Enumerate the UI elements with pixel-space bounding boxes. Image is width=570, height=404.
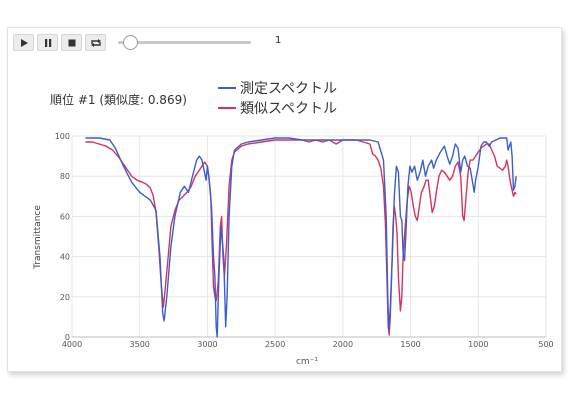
frame-slider-thumb[interactable] <box>123 35 138 50</box>
y-tick-label: 100 <box>55 132 70 141</box>
frame-value: 1 <box>275 35 282 46</box>
pause-icon <box>44 38 51 47</box>
y-tick-label: 80 <box>60 172 70 181</box>
y-tick-label: 0 <box>65 333 70 342</box>
stop-icon <box>68 39 75 46</box>
x-tick-label: 4000 <box>62 340 82 349</box>
legend-item-similar[interactable]: 類似スペクトル <box>218 98 337 118</box>
x-tick-label: 2000 <box>333 340 353 349</box>
x-tick-label: 3500 <box>130 340 150 349</box>
series-line-measured <box>85 137 517 338</box>
x-tick-label: 2500 <box>265 340 285 349</box>
y-tick-label: 40 <box>60 253 70 262</box>
chart-panel <box>7 27 562 372</box>
chart-series <box>85 137 517 338</box>
legend-swatch-similar <box>218 107 236 109</box>
legend-swatch-measured <box>218 87 236 89</box>
loop-button[interactable] <box>85 34 106 51</box>
pause-button[interactable] <box>37 34 58 51</box>
x-tick-label: 3000 <box>197 340 217 349</box>
rank-similarity-label: 順位 #1 (類似度: 0.869) <box>50 93 187 107</box>
stop-button[interactable] <box>61 34 82 51</box>
x-tick-label: 500 <box>538 340 553 349</box>
legend-label-measured: 測定スペクトル <box>240 81 338 97</box>
loop-icon <box>90 38 101 47</box>
legend-label-similar: 類似スペクトル <box>240 101 338 117</box>
play-button[interactable] <box>13 34 34 51</box>
y-tick-label: 20 <box>60 293 70 302</box>
x-axis-label: cm⁻¹ <box>296 357 318 367</box>
chart-ticks: 4000 3500 3000 2500 2000 1500 1000 500 0 20 40 60 80… <box>55 132 554 349</box>
x-tick-label: 1000 <box>468 340 488 349</box>
legend-item-measured[interactable]: 測定スペクトル <box>218 78 337 98</box>
chart-grid <box>71 135 547 338</box>
frame-slider-track[interactable] <box>118 41 251 44</box>
x-tick-label: 1500 <box>400 340 420 349</box>
play-icon <box>20 38 28 47</box>
chart-legend: 測定スペクトル 類似スペクトル <box>218 78 337 118</box>
y-axis-label: Transmittance <box>33 205 43 270</box>
y-tick-label: 60 <box>60 212 70 221</box>
series-line-similar <box>85 139 517 336</box>
